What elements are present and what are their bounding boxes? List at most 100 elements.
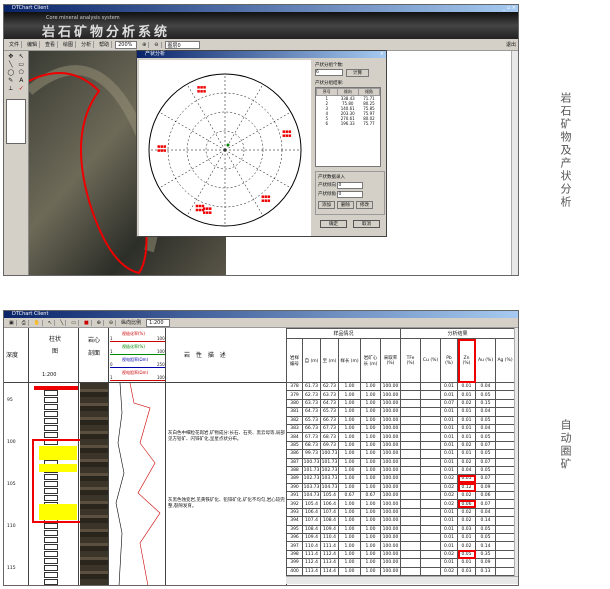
table-row[interactable]: 378 61.73 62.73 1.00 1.00 100.00 0.01 0.01 0.04 xyxy=(286,381,514,392)
line-icon[interactable]: ╲ xyxy=(58,319,67,326)
result-col-header[interactable]: 倾向 xyxy=(336,88,359,96)
table-row[interactable]: 399 112.4 113.4 1.00 1.00 100.00 0.01 0.01 0.09 xyxy=(286,558,514,568)
zoom-select[interactable]: 200% xyxy=(115,40,138,49)
marker-bar xyxy=(34,386,78,390)
table-cell: 100.00 xyxy=(379,524,402,535)
calculate-button[interactable]: 计算 xyxy=(346,69,369,77)
table-cell xyxy=(400,415,422,425)
window-controls[interactable]: _ ▫ × xyxy=(502,5,516,11)
highlighted-cell: 0.12 xyxy=(457,482,477,493)
zoom-in-icon[interactable]: ⊕ xyxy=(140,41,150,48)
table-cell xyxy=(400,440,422,451)
table-cell: 0.05 xyxy=(475,390,497,400)
table-row[interactable]: 391 104.73 105.4 0.67 0.67 100.00 0.02 0.02 0.06 xyxy=(286,491,514,501)
horizontal-scrollbar[interactable] xyxy=(286,576,518,584)
table-row[interactable]: 380 63.73 64.73 1.00 1.00 100.00 0.07 0.02 0.15 xyxy=(286,398,514,409)
rect-icon[interactable]: ▭ xyxy=(69,319,79,326)
table-row[interactable]: 397 110.4 111.4 1.00 1.00 100.00 0.01 0.02 0.14 xyxy=(286,541,514,551)
toolbar-analysis[interactable]: 分析 xyxy=(79,41,95,48)
cancel-button[interactable]: 取消 xyxy=(353,220,380,228)
table-row[interactable]: 396 109.4 110.4 1.00 1.00 100.00 0.01 0.01 0.05 xyxy=(286,533,514,543)
table-row[interactable]: 384 67.73 68.73 1.00 1.00 100.00 0.01 0.01 0.05 xyxy=(286,432,514,442)
mark-tool-icon[interactable]: ✓ xyxy=(18,85,24,92)
table-row[interactable]: 379 62.73 63.73 1.00 1.00 100.00 0.01 0.01 0.05 xyxy=(286,390,514,400)
hand-icon[interactable]: ✋ xyxy=(32,319,43,326)
depth-tick: 100 xyxy=(7,440,16,445)
modify-button[interactable]: 修改 xyxy=(356,201,373,209)
table-cell: 100.00 xyxy=(379,440,402,451)
table-cell: 105.4 xyxy=(320,491,339,501)
result-row[interactable]: 6 196.33 75.77 xyxy=(317,121,380,126)
result-row[interactable]: 4 203.30 75.97 xyxy=(317,111,380,116)
delete-button[interactable]: 删除 xyxy=(337,201,354,209)
table-row[interactable]: 392 105.4 106.4 1.00 1.00 100.00 0.02 0.06 0.07 xyxy=(286,499,514,509)
rect-tool-icon[interactable]: ▭ xyxy=(18,61,25,68)
color-icon[interactable]: ■ xyxy=(82,319,92,326)
table-row[interactable]: 400 113.4 114.4 1.00 1.00 100.00 0.02 0.03 0.13 xyxy=(286,566,514,576)
table-row[interactable]: 395 108.4 109.4 1.00 1.00 100.00 0.01 0.03 0.05 xyxy=(286,524,514,535)
pointer-icon[interactable]: ↖ xyxy=(46,319,56,326)
text-tool-icon[interactable]: A xyxy=(19,77,24,84)
table-row[interactable]: 382 65.73 66.73 1.00 1.00 100.00 0.01 0.01 0.05 xyxy=(286,415,514,425)
result-col-header[interactable]: 倾角 xyxy=(357,88,381,96)
table-row[interactable]: 389 102.73 103.73 1.00 1.00 100.00 0.02 0.05 0.0… xyxy=(286,474,514,484)
table-row[interactable]: 381 64.73 65.73 1.00 1.00 100.00 0.01 0.01 0.04 xyxy=(286,407,514,417)
pointer-tool-icon[interactable]: ↖ xyxy=(18,53,24,60)
table-row[interactable]: 394 107.4 108.4 1.00 1.00 100.00 0.01 0.02 0.14 xyxy=(286,516,514,526)
result-col-header[interactable]: 序号 xyxy=(316,88,338,96)
dip-direction-input[interactable]: 0 xyxy=(337,182,364,189)
table-row[interactable]: 398 111.4 112.4 1.00 1.00 100.00 0.02 0.05 0.35 xyxy=(286,549,514,560)
table-cell: 0.09 xyxy=(475,558,497,568)
table-row[interactable]: 390 103.73 104.73 1.00 1.00 100.00 0.02 0.12 0.0… xyxy=(286,482,514,493)
table-row[interactable]: 386 99.73 100.73 1.00 1.00 100.00 0.01 0.01 0.05 xyxy=(286,449,514,459)
zoom-in-icon[interactable]: ⊕ xyxy=(95,319,104,326)
ok-button[interactable]: 确定 xyxy=(320,220,347,228)
table-row[interactable]: 387 100.73 101.73 1.00 1.00 100.00 0.01 0.02 0.0… xyxy=(286,457,514,467)
polygon-tool-icon[interactable]: ⬠ xyxy=(18,69,24,76)
ellipse-tool-icon[interactable]: ◯ xyxy=(7,69,15,76)
table-row[interactable]: 385 68.73 69.73 1.00 1.00 100.00 0.01 0.02 0.07 xyxy=(286,440,514,451)
zoom-out-icon[interactable]: ⊖ xyxy=(107,319,117,326)
save-icon[interactable]: ▣ xyxy=(7,319,17,326)
curve-min: 1 xyxy=(110,375,113,380)
result-row[interactable]: 2 75.80 80.25 xyxy=(317,101,380,106)
dip-direction-label: 产状倾向 xyxy=(318,183,336,188)
result-cell: 2 xyxy=(325,101,329,106)
table-cell: 0.04 xyxy=(475,381,497,392)
print-icon[interactable]: ⎙ xyxy=(20,319,29,326)
dialog-close-icon[interactable]: × xyxy=(379,51,384,57)
toolbar-file[interactable]: 文件 xyxy=(7,41,23,48)
pole-point xyxy=(160,145,163,148)
table-row[interactable]: 383 66.73 67.73 1.00 1.00 100.00 0.01 0.01 0.04 xyxy=(286,423,514,434)
table-cell: 110.4 xyxy=(320,533,339,543)
mineral-analysis-window: DTChart Client _ ▫ × Core mineral analysi… xyxy=(3,4,519,276)
result-row[interactable]: 3 140.61 75.85 xyxy=(317,106,380,111)
toolbar-view[interactable]: 查看 xyxy=(43,41,59,48)
result-row[interactable]: 1 338.43 71.71 xyxy=(317,96,380,101)
scale-select[interactable]: 1:200 xyxy=(146,318,171,327)
measure-tool-icon[interactable]: ⟂ xyxy=(8,85,13,92)
table-cell: 64.73 xyxy=(320,398,339,409)
pole-point xyxy=(203,90,206,93)
exit-button[interactable]: 退出 xyxy=(505,42,516,48)
dip-input[interactable]: 0 xyxy=(337,191,364,198)
zoom-out-icon[interactable]: ⊖ xyxy=(152,41,162,48)
lithology-symbol xyxy=(44,390,58,396)
layer-select[interactable]: 图层0 xyxy=(164,40,200,49)
toolbar-draw[interactable]: 绘图 xyxy=(61,41,77,48)
vertical-scrollbar[interactable] xyxy=(514,328,518,576)
pen-tool-icon[interactable]: ✎ xyxy=(8,77,14,84)
table-row[interactable]: 388 101.73 102.73 1.00 1.00 100.00 0.01 0.04 0.0… xyxy=(286,465,514,476)
vertical-scrollbar[interactable] xyxy=(511,51,518,275)
ore-zone xyxy=(39,464,77,472)
table-cell: 99.73 xyxy=(302,449,321,459)
add-button[interactable]: 添加 xyxy=(318,201,335,209)
table-row[interactable]: 393 106.4 107.4 1.00 1.00 100.00 0.01 0.02 0.04 xyxy=(286,507,514,518)
group-count-input[interactable]: 6 xyxy=(315,69,343,76)
move-tool-icon[interactable]: ✥ xyxy=(8,53,14,60)
toolbar-edit[interactable]: 编辑 xyxy=(25,41,41,48)
toolbar-help[interactable]: 帮助 xyxy=(97,41,113,48)
line-tool-icon[interactable]: ╲ xyxy=(8,61,13,68)
result-row[interactable]: 5 270.61 80.02 xyxy=(317,116,380,121)
